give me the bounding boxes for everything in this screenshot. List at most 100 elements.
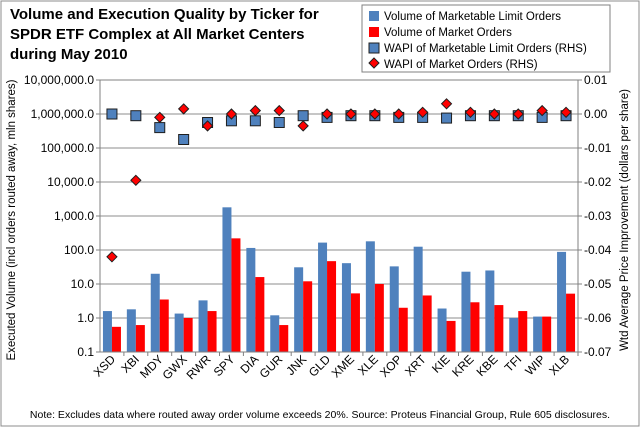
marker-wapi-of-market-orders-rhs-xop	[393, 108, 405, 120]
bar-volume-of-marketable-limit-orders-rwr	[198, 300, 208, 352]
marker-wapi-of-marketable-limit-orders-rhs-xbi	[130, 110, 142, 122]
bar-volume-of-marketable-limit-orders-gwx	[174, 313, 184, 352]
legend-label-marketable-limit-volume: Volume of Marketable Limit Orders	[384, 11, 561, 23]
y-tick-label: 100.0	[64, 243, 94, 257]
marker-wapi-of-marketable-limit-orders-rhs-dia	[249, 115, 261, 127]
chart-footnote: Note: Excludes data where routed away or…	[30, 409, 610, 421]
bar-volume-of-market-orders-jnk	[303, 281, 313, 352]
y2-tick-label: -0.06	[584, 311, 612, 325]
bar-volume-of-marketable-limit-orders-kre	[461, 271, 471, 352]
marker-wapi-of-market-orders-rhs-xbi	[130, 174, 142, 187]
marker-wapi-of-market-orders-rhs-dia	[249, 104, 262, 117]
bar-volume-of-market-orders-xme	[350, 293, 360, 352]
marker-wapi-of-market-orders-rhs-kre	[464, 106, 477, 119]
bar-volume-of-marketable-limit-orders-dia	[246, 247, 256, 352]
legend: Volume of Marketable Limit Orders Volume…	[361, 4, 611, 73]
marker-wapi-of-market-orders-rhs-wip	[536, 104, 548, 117]
y-tick-label: 0.1	[77, 345, 94, 359]
bar-volume-of-marketable-limit-orders-xop	[389, 266, 399, 352]
marker-wapi-of-market-orders-rhs-xlb	[560, 106, 572, 119]
bar-volume-of-market-orders-kie	[446, 320, 456, 352]
bar-volume-of-marketable-limit-orders-xsd	[102, 311, 112, 352]
y-tick-label: 1,000.0	[54, 209, 94, 223]
marker-wapi-of-marketable-limit-orders-rhs-gwx	[178, 134, 190, 145]
marker-wapi-of-marketable-limit-orders-rhs-jnk	[297, 110, 309, 122]
legend-label-wapi-market-orders: WAPI of Market Orders (RHS)	[384, 59, 538, 71]
marker-wapi-of-market-orders-rhs-xrt	[416, 106, 429, 119]
bar-volume-of-marketable-limit-orders-jnk	[294, 267, 304, 352]
marker-wapi-of-market-orders-rhs-jnk	[297, 120, 309, 132]
markers	[106, 98, 572, 263]
bar-volume-of-marketable-limit-orders-gld	[318, 242, 328, 352]
y-tick-label: 1,000,000.0	[31, 107, 95, 121]
marker-wapi-of-marketable-limit-orders-rhs-kie	[441, 112, 453, 124]
bar-volume-of-marketable-limit-orders-xme	[341, 263, 351, 352]
marker-wapi-of-market-orders-rhs-spy	[225, 108, 238, 120]
marker-wapi-of-market-orders-rhs-kie	[440, 98, 453, 110]
legend-swatch-wapi-market-orders	[368, 57, 380, 69]
y-tick-label: 10,000.0	[47, 175, 94, 189]
bar-volume-of-market-orders-gld	[327, 261, 337, 352]
bar-volume-of-market-orders-xsd	[111, 326, 121, 352]
bar-volume-of-marketable-limit-orders-mdy	[150, 273, 160, 352]
y2-tick-label: -0.05	[584, 277, 612, 291]
y2-tick-label: -0.02	[584, 175, 612, 189]
bar-volume-of-marketable-limit-orders-xbi	[126, 309, 136, 352]
y2-axis-label: Wtd Average Price Improvement (dollars p…	[619, 89, 631, 351]
marker-wapi-of-market-orders-rhs-rwr	[201, 120, 214, 132]
bar-volume-of-market-orders-rwr	[207, 311, 217, 352]
legend-label-wapi-marketable-limit: WAPI of Marketable Limit Orders (RHS)	[384, 43, 587, 55]
bar-volume-of-marketable-limit-orders-gur	[270, 315, 280, 352]
bar-volume-of-marketable-limit-orders-wip	[533, 316, 543, 352]
legend-label-market-orders-volume: Volume of Market Orders	[384, 27, 512, 39]
bar-volume-of-marketable-limit-orders-tfi	[509, 318, 519, 352]
bar-volume-of-marketable-limit-orders-spy	[222, 207, 232, 352]
marker-wapi-of-marketable-limit-orders-rhs-mdy	[154, 122, 166, 134]
bar-volume-of-market-orders-xrt	[422, 295, 432, 352]
y2-tick-label: -0.01	[584, 141, 612, 155]
marker-wapi-of-market-orders-rhs-gld	[321, 108, 333, 120]
bar-volume-of-market-orders-xle	[374, 284, 384, 352]
marker-wapi-of-market-orders-rhs-xme	[345, 108, 357, 120]
bar-volume-of-market-orders-gwx	[183, 318, 193, 352]
bar-volume-of-market-orders-tfi	[518, 311, 528, 352]
y-axis-label: Executed Volume (incl orders routed away…	[6, 79, 18, 360]
legend-swatch-wapi-marketable-limit	[368, 42, 380, 54]
bar-volume-of-market-orders-kre	[470, 302, 480, 352]
marker-wapi-of-market-orders-rhs-gur	[273, 104, 285, 117]
bar-volume-of-market-orders-xlb	[566, 293, 576, 352]
legend-box	[361, 4, 611, 73]
y2-tick-label: -0.03	[584, 209, 612, 223]
marker-wapi-of-marketable-limit-orders-rhs-gur	[273, 117, 285, 128]
marker-wapi-of-market-orders-rhs-gwx	[177, 103, 190, 115]
y-tick-label: 100,000.0	[41, 141, 95, 155]
axes	[99, 79, 579, 353]
chart-title-line-3: during May 2010	[10, 46, 128, 63]
marker-wapi-of-market-orders-rhs-tfi	[512, 108, 524, 120]
marker-wapi-of-market-orders-rhs-kbe	[488, 108, 501, 120]
bar-volume-of-market-orders-gur	[279, 325, 289, 352]
bars	[102, 207, 576, 352]
chart-title-line-2: SPDR ETF Complex at All Market Centers	[10, 26, 305, 43]
bar-volume-of-marketable-limit-orders-xlb	[557, 251, 567, 352]
y-tick-label: 1.0	[77, 311, 94, 325]
bar-volume-of-market-orders-wip	[542, 316, 552, 352]
legend-swatch-market-orders-volume	[369, 27, 379, 37]
y2-tick-label: -0.07	[584, 345, 612, 359]
marker-wapi-of-market-orders-rhs-xle	[369, 108, 381, 120]
y2-tick-label: 0.01	[584, 73, 608, 87]
bar-volume-of-market-orders-dia	[255, 277, 265, 352]
marker-wapi-of-market-orders-rhs-xsd	[106, 251, 118, 263]
bar-volume-of-marketable-limit-orders-xle	[365, 241, 375, 352]
chart-title-line-1: Volume and Execution Quality by Ticker f…	[10, 6, 319, 23]
legend-swatch-marketable-limit-volume	[369, 11, 379, 21]
plot-area-frame	[99, 79, 579, 353]
y2-tick-label: 0.00	[584, 107, 608, 121]
bar-volume-of-marketable-limit-orders-kie	[437, 308, 447, 352]
bar-volume-of-marketable-limit-orders-xrt	[413, 246, 423, 352]
y-tick-label: 10.0	[71, 277, 95, 291]
y2-tick-label: -0.04	[584, 243, 612, 257]
